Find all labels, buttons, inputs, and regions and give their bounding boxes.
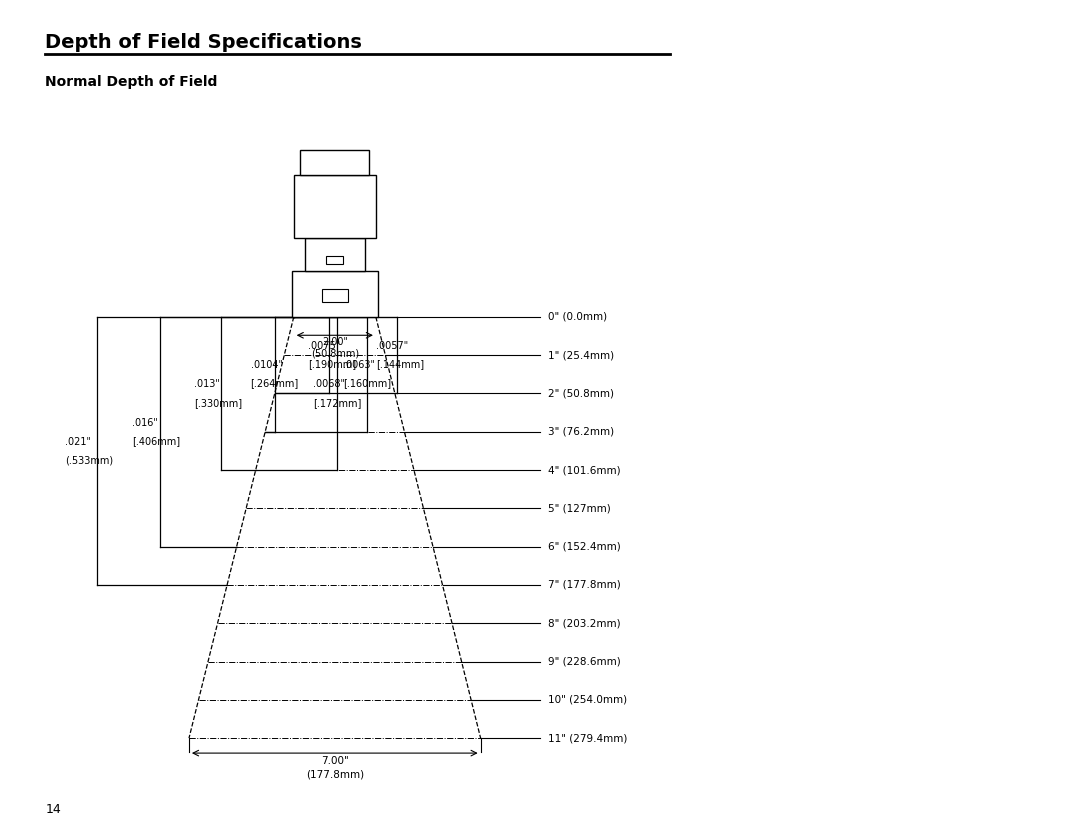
Text: [.160mm]: [.160mm] [343, 379, 392, 389]
Text: [.190mm]: [.190mm] [308, 359, 356, 369]
Text: .013": .013" [194, 379, 220, 389]
Text: (.533mm): (.533mm) [65, 455, 113, 465]
Text: 9" (228.6mm): 9" (228.6mm) [548, 656, 620, 666]
Text: 4" (101.6mm): 4" (101.6mm) [548, 465, 620, 475]
Text: 1" (25.4mm): 1" (25.4mm) [548, 350, 613, 360]
Text: .0104": .0104" [251, 360, 283, 370]
Bar [300, 150, 369, 175]
Text: .0057": .0057" [376, 341, 408, 351]
Text: 10" (254.0mm): 10" (254.0mm) [548, 695, 626, 705]
Text: [.172mm]: [.172mm] [313, 398, 362, 408]
Text: Normal Depth of Field: Normal Depth of Field [45, 75, 218, 89]
Text: (50.8mm): (50.8mm) [311, 349, 359, 359]
Text: 2.00": 2.00" [322, 337, 348, 347]
Text: [.264mm]: [.264mm] [251, 379, 299, 389]
Text: 11" (279.4mm): 11" (279.4mm) [548, 733, 626, 743]
Bar [322, 289, 348, 302]
Text: 2" (50.8mm): 2" (50.8mm) [548, 389, 613, 399]
Text: 14: 14 [45, 802, 62, 816]
Text: .0063": .0063" [343, 360, 376, 370]
Text: .0075": .0075" [308, 341, 340, 351]
Text: .0068": .0068" [313, 379, 346, 389]
Text: 7" (177.8mm): 7" (177.8mm) [548, 580, 620, 590]
Text: Depth of Field Specifications: Depth of Field Specifications [45, 33, 362, 53]
Text: .016": .016" [132, 418, 158, 428]
Text: [.144mm]: [.144mm] [376, 359, 424, 369]
Text: 7.00": 7.00" [321, 756, 349, 766]
Text: (177.8mm): (177.8mm) [306, 770, 364, 780]
Text: 8" (203.2mm): 8" (203.2mm) [548, 618, 620, 628]
Text: 6" (152.4mm): 6" (152.4mm) [548, 541, 620, 551]
Bar [292, 271, 378, 317]
Text: 5" (127mm): 5" (127mm) [548, 504, 610, 514]
Bar [305, 238, 365, 271]
Text: 0" (0.0mm): 0" (0.0mm) [548, 312, 607, 322]
Bar [326, 256, 343, 264]
Text: .021": .021" [65, 437, 91, 447]
Text: 3" (76.2mm): 3" (76.2mm) [548, 427, 613, 437]
Bar [294, 175, 376, 238]
Text: [.330mm]: [.330mm] [194, 398, 243, 408]
Text: [.406mm]: [.406mm] [132, 436, 180, 446]
